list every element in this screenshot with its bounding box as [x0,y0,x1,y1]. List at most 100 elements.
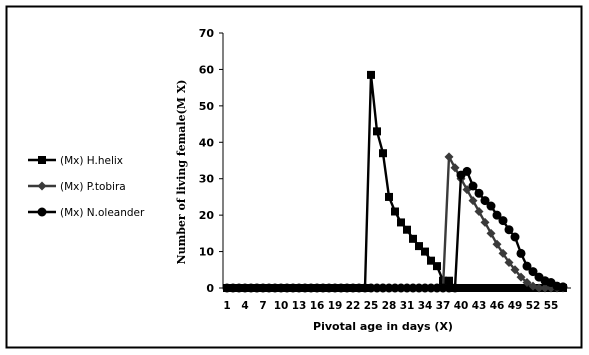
data-point [415,242,423,251]
y-tick-label: 40 [199,136,215,149]
data-point [474,207,484,216]
data-point [474,188,484,198]
data-point [444,152,454,162]
data-point [510,265,520,275]
data-point [373,127,381,136]
y-tick-label: 60 [199,63,215,76]
data-point [498,216,508,226]
data-point [492,239,502,249]
data-point [486,228,496,238]
x-tick-label: 55 [544,300,559,312]
x-tick-label: 43 [472,300,487,312]
x-tick-label: 28 [382,300,397,312]
x-tick-label: 16 [310,300,325,312]
data-point [427,256,435,265]
data-point [433,262,441,271]
legend-marker [37,207,47,217]
data-point [462,166,472,176]
x-tick-label: 37 [436,300,451,312]
x-tick-label: 40 [454,300,469,312]
x-tick-label: 7 [259,300,266,312]
legend-item: (Mx) N.oleander [28,207,145,219]
data-point [385,192,393,201]
data-point [493,284,501,292]
data-point [397,218,405,227]
data-point [367,70,375,79]
data-point [498,248,508,258]
data-point [450,163,460,173]
data-point [409,234,417,243]
data-point [487,284,495,292]
data-point [486,201,496,211]
data-point [468,196,478,206]
data-point [540,283,550,293]
y-tick-label: 50 [199,100,215,113]
figure-border [5,5,583,349]
data-point [517,284,525,292]
series-3 [222,166,568,293]
x-tick-label: 22 [346,300,361,312]
y-tick-label: 30 [199,173,215,186]
data-point [558,282,568,292]
data-point [421,247,429,256]
x-tick-label: 49 [508,300,523,312]
legend-marker [38,156,46,164]
series-layer [222,70,568,293]
series-1 [223,70,567,292]
data-point [522,278,532,288]
x-tick-label: 13 [292,300,307,312]
data-point [511,284,519,292]
x-tick-label: 10 [274,300,289,312]
data-point [403,225,411,234]
data-point [504,225,514,235]
x-tick-label: 19 [328,300,343,312]
y-axis-label: Number of living female(M X) [175,80,188,265]
legend: (Mx) H.helix (Mx) P.tobira (Mx) N.oleander [28,155,145,219]
data-point [528,267,538,277]
data-point [463,284,471,292]
data-point [492,210,502,220]
x-tick-label: 1 [223,300,230,312]
y-tick-label: 70 [199,27,215,40]
data-point [504,258,514,267]
x-tick-label: 34 [418,300,433,312]
data-point [510,232,520,242]
legend-label: (Mx) H.helix [60,155,123,167]
series-line [227,73,563,290]
data-point [523,284,531,292]
data-point [534,283,544,293]
legend-label: (Mx) P.tobira [60,181,126,193]
legend-item: (Mx) P.tobira [28,181,126,193]
legend-marker [37,181,47,191]
legend-item: (Mx) H.helix [28,155,123,167]
data-point [516,248,526,258]
data-point [505,284,513,292]
data-point [469,284,477,292]
data-point [445,276,453,285]
data-point [522,261,532,271]
data-point [391,207,399,216]
y-tick-label: 20 [199,209,215,222]
data-point [499,284,507,292]
x-axis-label: Pivotal age in days (X) [313,320,453,333]
data-point [450,283,460,293]
data-point [480,217,490,227]
data-point [475,284,483,292]
x-tick-label: 52 [526,300,541,312]
x-tick-label: 31 [400,300,415,312]
y-tick-label: 0 [206,282,214,295]
data-point [468,181,478,191]
data-point [480,196,490,206]
data-point [379,149,387,158]
x-tick-label: 4 [241,300,248,312]
data-point [516,272,526,282]
data-point [457,284,465,292]
series-2 [222,152,568,293]
x-tick-label: 25 [364,300,379,312]
legend-label: (Mx) N.oleander [60,207,145,219]
x-tick-label: 46 [490,300,505,312]
y-tick-label: 10 [199,246,215,259]
